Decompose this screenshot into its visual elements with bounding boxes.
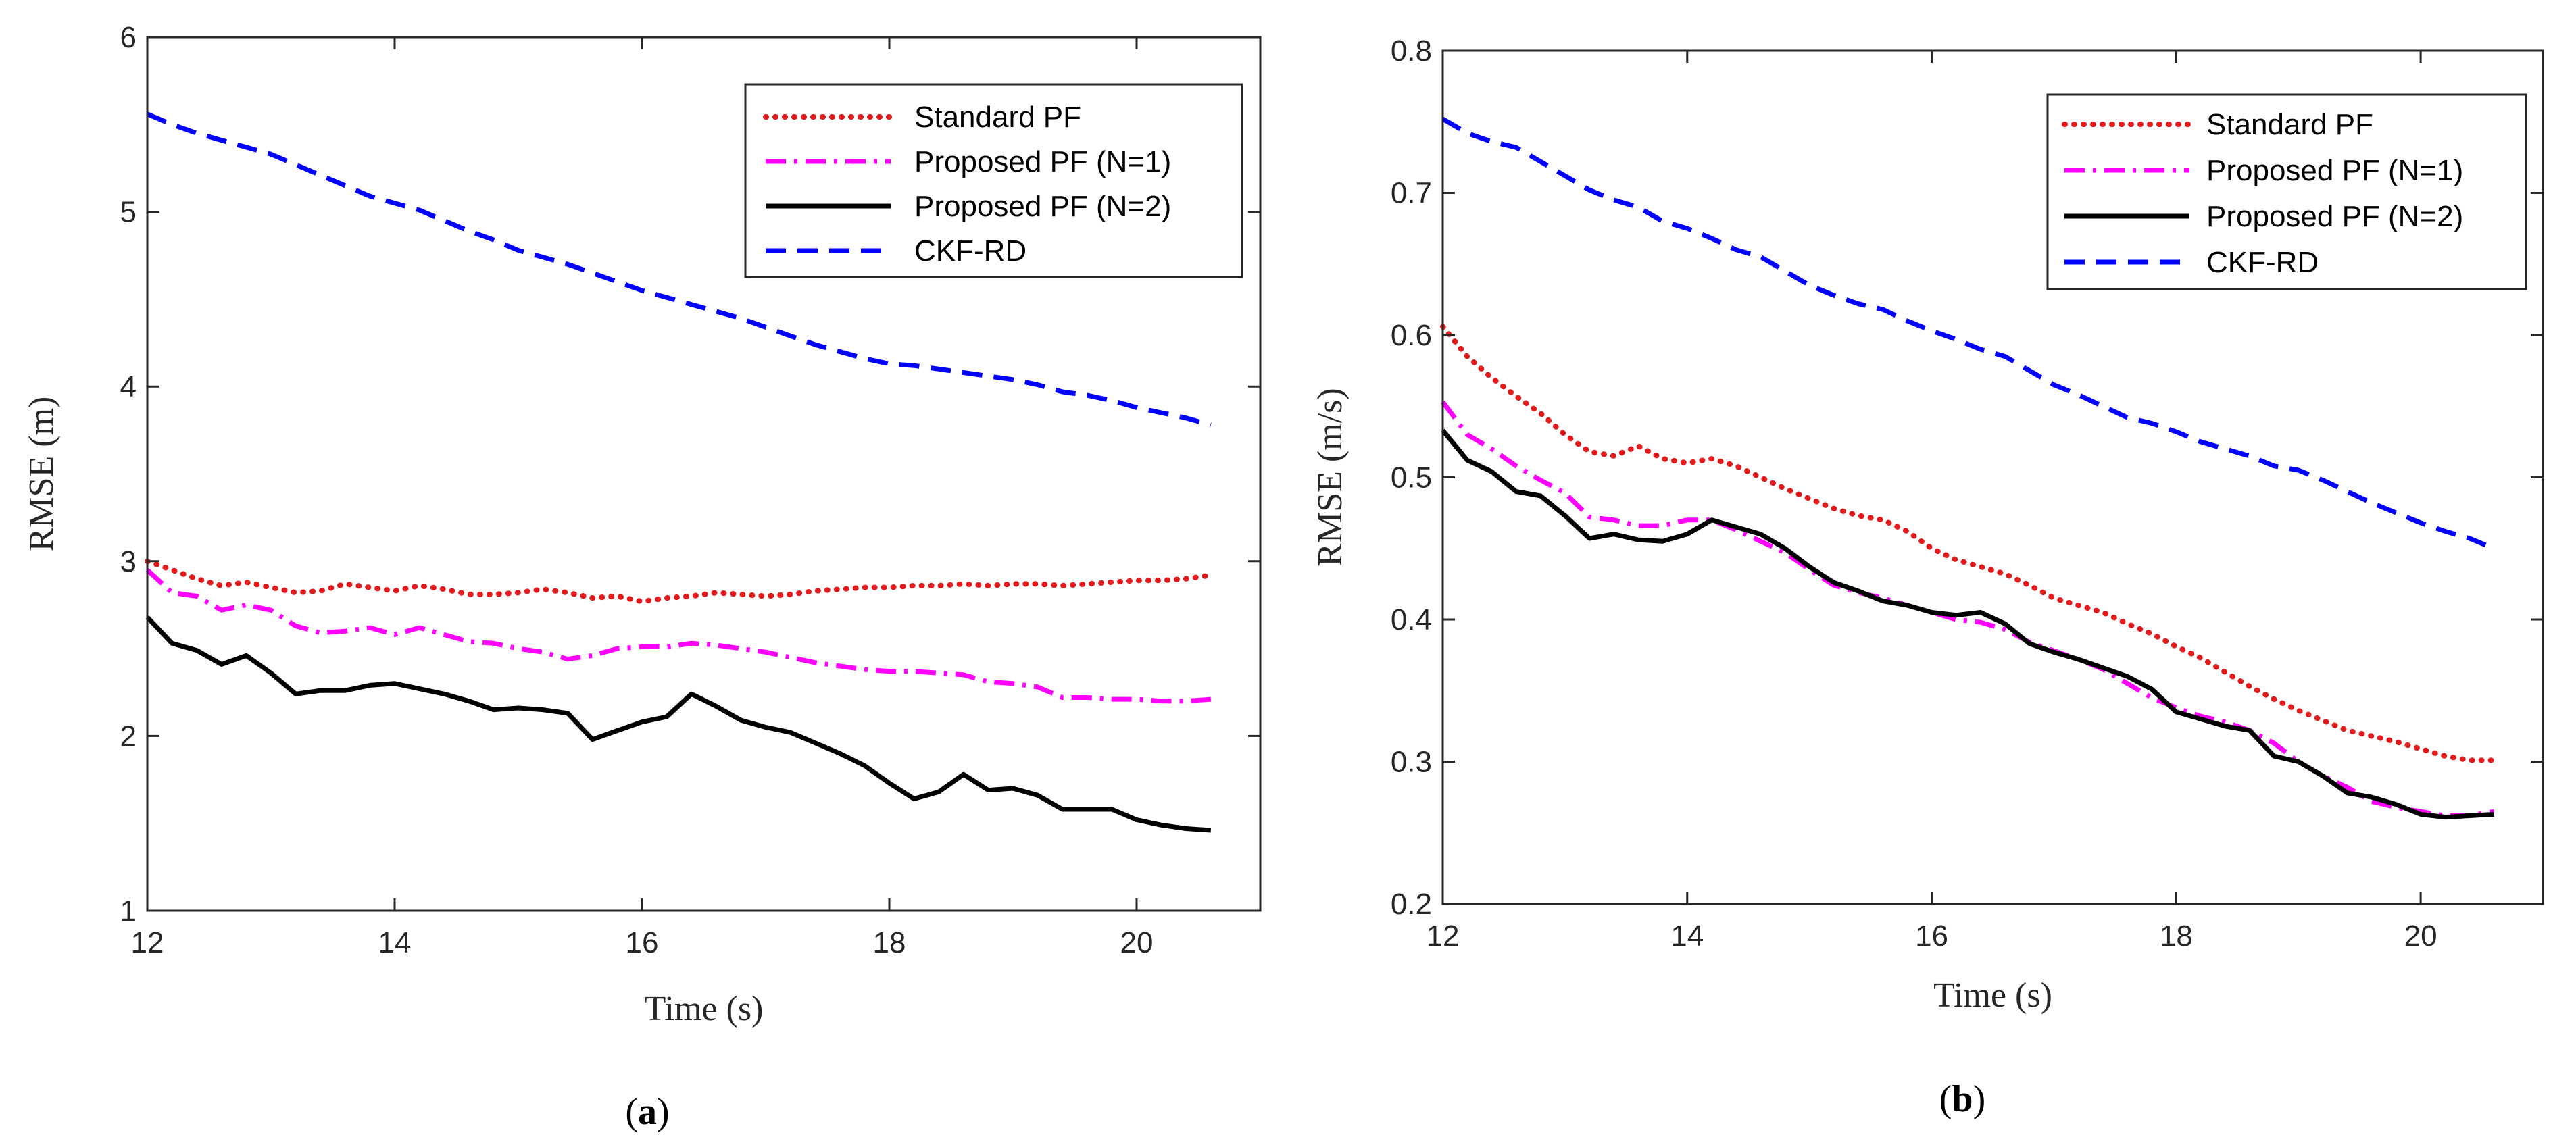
y-tick-label: 1	[120, 894, 137, 928]
y-tick-label: 0.7	[1391, 177, 1432, 210]
y-tick-label: 2	[120, 719, 137, 753]
legend-label: Proposed PF (N=1)	[914, 145, 1171, 178]
x-tick-label: 12	[131, 926, 164, 959]
legend: Standard PF Proposed PF (N=1) Proposed PF …	[2046, 93, 2527, 290]
x-tick-label: 18	[873, 926, 906, 959]
legend-box	[2046, 93, 2527, 290]
y-tick-label: 0.3	[1391, 746, 1432, 779]
x-tick-label: 20	[1120, 926, 1154, 959]
legend-label: Standard PF	[914, 101, 1081, 134]
y-tick-label: 5	[120, 196, 137, 229]
series-line-ckf-rd	[146, 111, 1212, 428]
y-tick-label: 4	[120, 370, 137, 403]
x-tick-label: 14	[1670, 919, 1704, 953]
x-tick-label: 18	[2160, 919, 2193, 953]
series-line-proposed-pf-n-1	[145, 568, 1212, 704]
legend: Standard PF Proposed PF (N=1) Proposed PF …	[744, 83, 1243, 278]
x-axis-label: Time (s)	[1933, 976, 2052, 1015]
legend-label: Proposed PF (N=2)	[914, 190, 1171, 223]
caption-close: )	[1973, 1078, 1986, 1120]
legend-label: CKF-RD	[2206, 246, 2319, 279]
caption-close: )	[657, 1091, 670, 1133]
y-tick-label: 0.2	[1391, 888, 1432, 921]
x-tick-label: 14	[378, 926, 412, 959]
y-axis-label: RMSE (m)	[22, 397, 61, 552]
caption-open: (	[625, 1091, 638, 1133]
chart-panel-b: 12 14 16 18 20 0.2 0.3 0.4 0.5 0.6 0.7 0.8 Time (s) R…	[1311, 34, 2544, 1120]
x-tick-label: 20	[2404, 919, 2437, 953]
caption-open: (	[1939, 1078, 1952, 1120]
x-tick-label: 12	[1427, 919, 1460, 953]
panel-caption: (a)	[625, 1091, 669, 1133]
series-line-standard-pf	[145, 558, 1214, 605]
legend-label: Proposed PF (N=1)	[2206, 154, 2463, 187]
x-tick-label: 16	[626, 926, 659, 959]
series-line-proposed-pf-n-2	[145, 615, 1212, 833]
legend-label: CKF-RD	[914, 234, 1026, 268]
legend-label: Standard PF	[2206, 108, 2373, 141]
legend-label: Proposed PF (N=2)	[2206, 200, 2463, 233]
series-line-proposed-pf-n-2	[1441, 428, 2494, 820]
series-line-ckf-rd	[1441, 116, 2495, 551]
x-tick-label: 16	[1915, 919, 1948, 953]
caption-letter: a	[638, 1091, 657, 1133]
y-axis-label: RMSE (m/s)	[1311, 388, 1349, 566]
y-tick-label: 0.6	[1391, 319, 1432, 352]
y-tick-label: 6	[120, 21, 137, 54]
legend-box	[744, 83, 1243, 278]
x-axis-label: Time (s)	[645, 990, 764, 1028]
axes-box	[146, 36, 1262, 912]
series-line-standard-pf	[1440, 324, 2497, 763]
y-tick-label: 0.4	[1391, 603, 1432, 636]
caption-letter: b	[1952, 1078, 1973, 1120]
y-tick-label: 3	[120, 545, 137, 578]
y-tick-label: 0.8	[1391, 34, 1432, 68]
y-tick-label: 0.5	[1391, 461, 1432, 495]
panel-caption: (b)	[1939, 1078, 1985, 1120]
